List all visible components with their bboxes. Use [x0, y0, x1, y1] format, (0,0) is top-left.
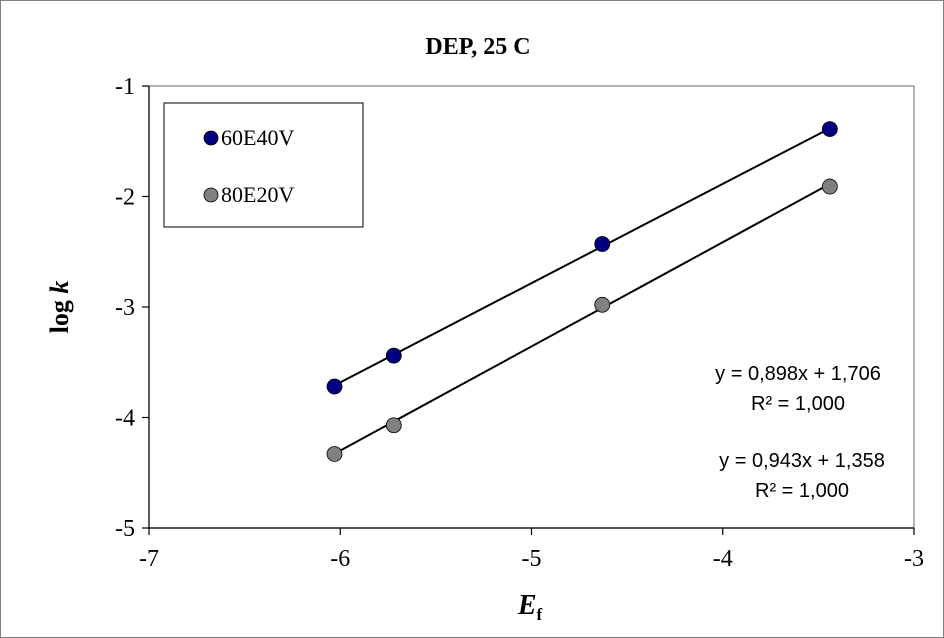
y-tick-label: -1 — [115, 74, 135, 100]
x-tick-label: -7 — [139, 546, 159, 572]
x-tick-label: -3 — [904, 546, 924, 572]
r2-80E20V: R² = 1,000 — [755, 480, 849, 502]
trendline-80E20V — [334, 183, 831, 455]
equation-60E40V: y = 0,898x + 1,706 — [715, 363, 881, 385]
data-point-60E40V — [594, 236, 611, 252]
data-point-80E20V — [385, 417, 402, 434]
trendline-60E40V — [334, 127, 831, 387]
legend-box — [163, 102, 364, 228]
x-tick-label: -4 — [713, 546, 733, 572]
data-point-80E20V — [821, 178, 838, 195]
data-points — [326, 121, 838, 462]
y-axis-title: log k — [45, 281, 74, 334]
trendline-equations: y = 0,898x + 1,706 R² = 1,000 y = 0,943x… — [715, 363, 885, 502]
x-axis-title-main: E — [517, 590, 537, 621]
data-point-80E20V — [594, 296, 611, 313]
y-axis-title-main: log — [45, 294, 74, 334]
x-axis-title: Ef — [517, 590, 543, 624]
y-tick-label: -4 — [115, 406, 135, 432]
x-axis-title-sub: f — [537, 605, 543, 624]
equation-80E20V: y = 0,943x + 1,358 — [719, 450, 885, 472]
chart-title: DEP, 25 C — [425, 34, 530, 60]
x-axis: -7 -6 -5 -4 -3 — [139, 527, 924, 572]
y-tick-label: -2 — [115, 185, 135, 211]
legend-label-80E20V: 80E20V — [221, 182, 294, 207]
y-tick-label: -5 — [115, 516, 135, 542]
data-point-60E40V — [821, 121, 838, 137]
y-axis: -5 -4 -3 -2 -1 — [115, 74, 150, 542]
y-tick-label: -3 — [115, 295, 135, 321]
legend-marker-60E40V — [203, 130, 219, 146]
data-point-80E20V — [326, 446, 343, 462]
y-axis-title-italic: k — [45, 281, 74, 294]
r2-60E40V: R² = 1,000 — [751, 393, 845, 415]
data-point-60E40V — [385, 347, 402, 364]
x-tick-label: -5 — [522, 546, 542, 572]
trendlines — [334, 127, 831, 455]
legend: 60E40V 80E20V — [163, 102, 364, 228]
legend-marker-80E20V — [203, 187, 219, 203]
legend-label-60E40V: 60E40V — [221, 125, 294, 150]
data-point-60E40V — [326, 378, 343, 395]
x-tick-label: -6 — [330, 546, 350, 572]
